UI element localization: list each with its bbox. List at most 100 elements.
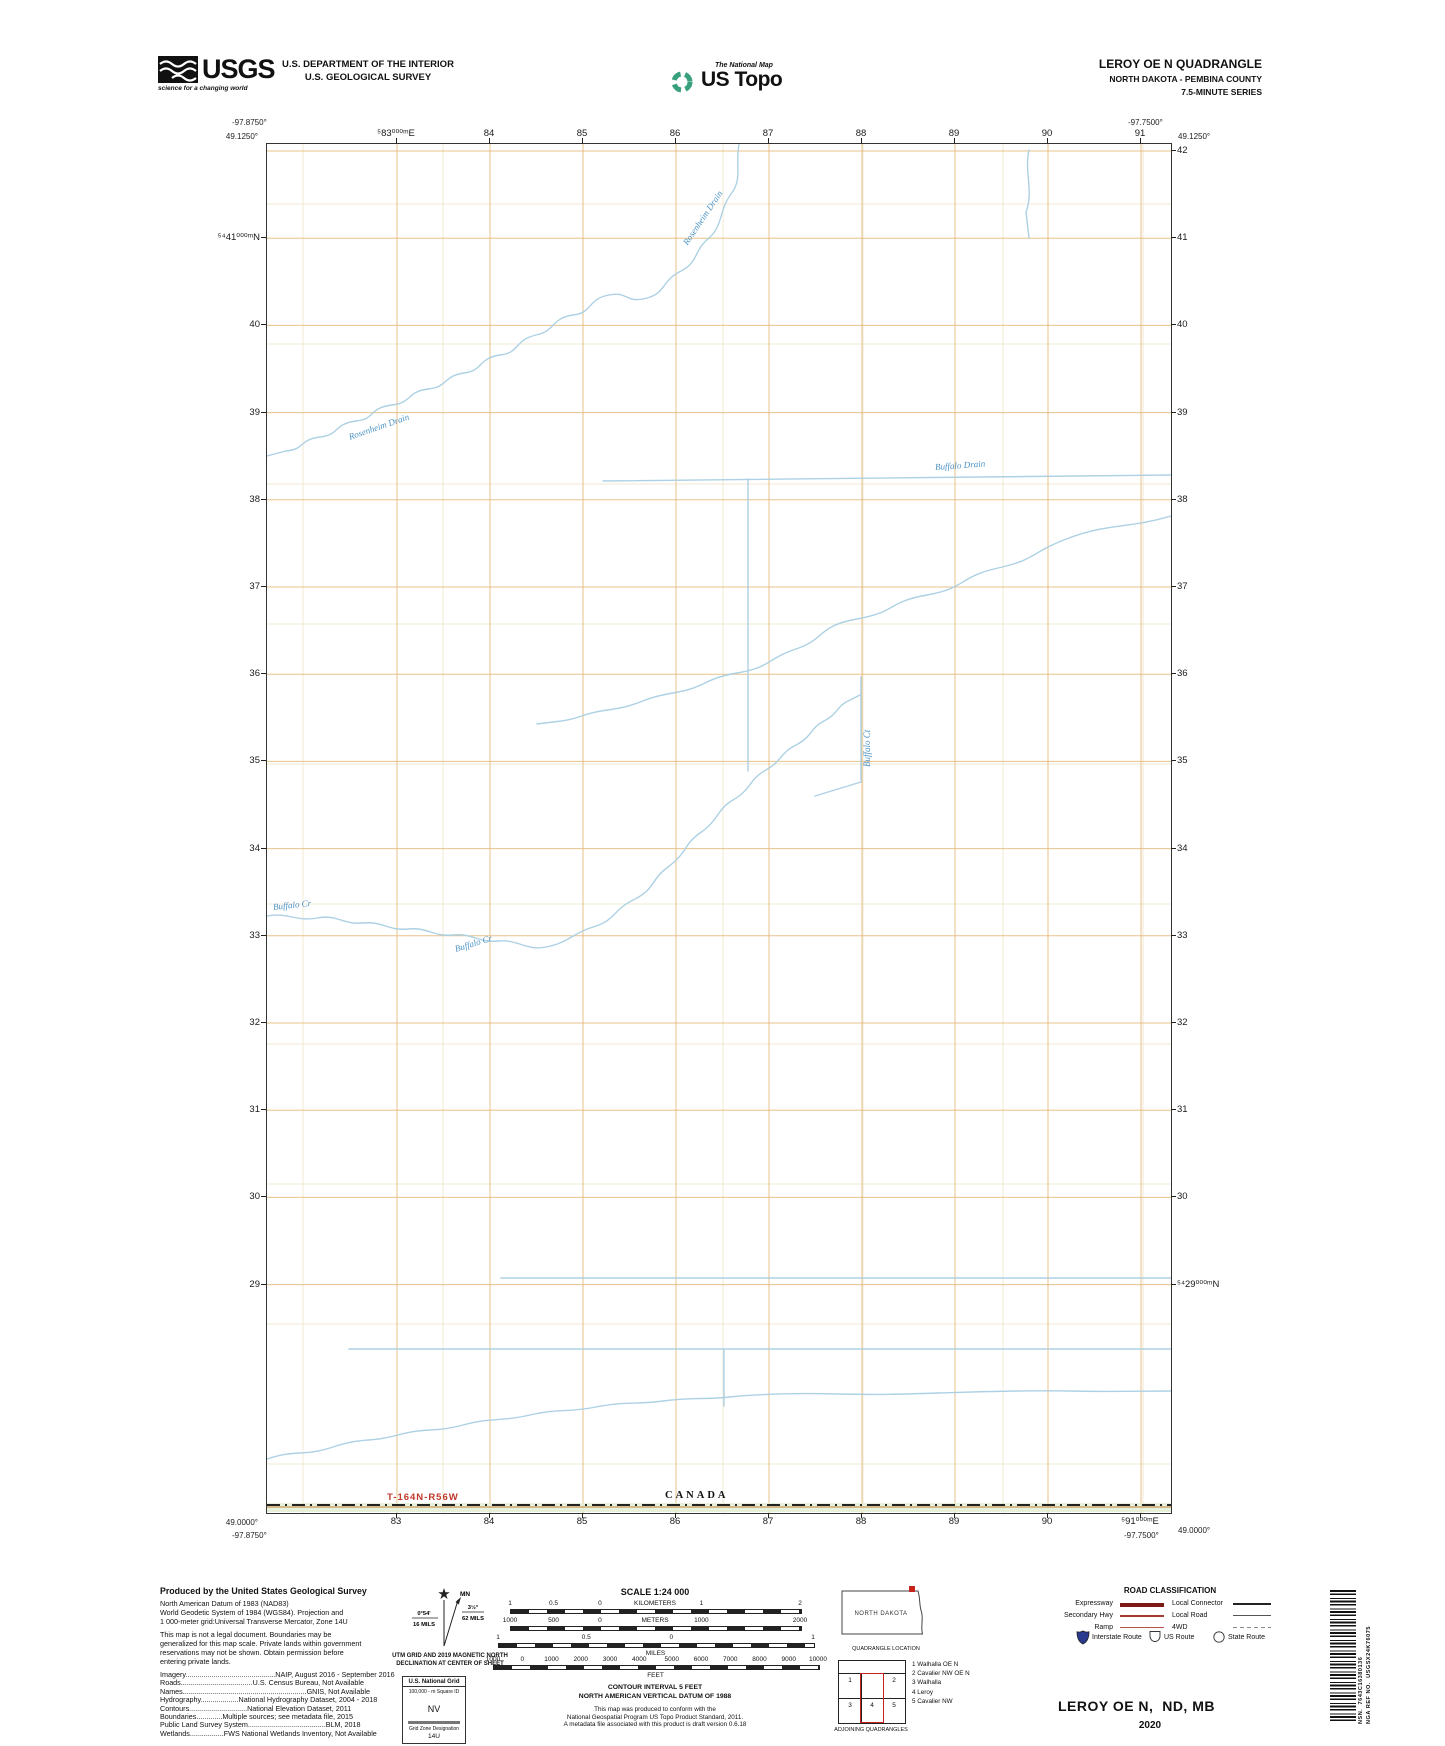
quad-location-marker [909,1586,915,1592]
credit-source-line: Boundaries.............Multiple sources;… [160,1712,353,1722]
credit-source-line: Wetlands.................FWS National We… [160,1728,377,1738]
gn-angle: 0°54' [417,1611,431,1617]
grid-label-left: 30 [249,1191,260,1203]
scale-unit: MILES [645,1650,666,1657]
township-range-label: T-164N-R56W [387,1492,459,1503]
grid-label-right: 30 [1177,1191,1188,1203]
adjoining-cell-number: 4 [870,1702,874,1709]
grid-tick-right [1171,498,1176,500]
scale-number: 0.5 [548,1600,559,1607]
stream-top-right-stream [1025,149,1030,239]
grid-tick-right [1171,1283,1176,1285]
map-area: T-164N-R56W CANADA Rosenheim Drain Rosenh… [266,143,1172,1514]
state-route-circle-icon [1213,1631,1225,1643]
usng-rule [408,1721,460,1724]
scale-number: 8000 [752,1656,767,1663]
usgs-tagline: science for a changing world [158,85,248,92]
road-sample-secondary [1120,1615,1164,1617]
scale-number: 1000 [694,1617,709,1624]
mn-angle: 3½° [468,1604,479,1611]
grid-label-left: 29 [249,1278,260,1290]
grid-tick-right [1171,411,1176,413]
grid-label-right: 41 [1177,232,1188,244]
scale-number: 1 [811,1634,815,1641]
stream-straight-channel-lower [348,1348,1171,1407]
stream-right-meander [536,515,1171,725]
us-route-shield-icon [1149,1631,1161,1642]
nga-ref-number: NGA REF NO. USGSX24K76075 [1366,1626,1372,1724]
grid-tick-bottom [1047,1513,1048,1518]
scale-number: 1 [508,1600,512,1607]
stream-buffalo-drain [602,474,1171,482]
grid-label-right: 39 [1177,406,1188,418]
grid-tick-left [261,237,266,239]
grid-tick-left [261,847,266,849]
stream-bottom-meander [267,1390,1171,1460]
grid-label-left: 37 [249,581,260,592]
grid-label-bottom: ⁵91⁰⁰⁰ᵐE [1121,1516,1159,1527]
scale-number: 500 [548,1617,559,1624]
grid-label-bottom: 89 [948,1516,960,1527]
credits-block: Produced by the United States Geological… [160,1586,410,1738]
scale-number: 2000 [573,1656,588,1663]
usng-box: U.S. National Grid 100,000 - m Square ID… [402,1676,466,1744]
credit-source-line: Imagery.................................… [160,1670,395,1679]
grid-label-bottom: 90 [1041,1516,1053,1527]
grid-tick-right [1171,1196,1176,1198]
scale-number: 2 [798,1600,802,1607]
shield-us [1148,1630,1163,1645]
grid-tick-bottom [582,1513,583,1518]
international-boundary-line [267,1504,1171,1506]
adjoining-list-item: 4 Leroy [912,1688,934,1696]
scale-number: 5000 [664,1656,679,1663]
grid-label-right: 37 [1177,581,1188,592]
road-label: 4WD [1172,1624,1188,1631]
grid-label-left: 36 [249,668,260,680]
grid-label-top: 87 [762,128,774,139]
credits-datum: North American Datum of 1983 (NAD83) Wor… [160,1599,348,1626]
credits-title: Produced by the United States Geological… [160,1586,367,1596]
corner-top-left-lat: 49.1250° [225,132,258,141]
grid-label-right: 32 [1177,1017,1188,1028]
scale-bar [510,1609,802,1614]
grid-label-right: 33 [1177,929,1188,941]
scale-number: 10000 [808,1656,828,1663]
grid-label-left: 38 [249,493,260,505]
road-label: Secondary Hwy [1063,1612,1113,1619]
interstate-shield-icon [1076,1630,1090,1645]
grid-tick-top [1140,138,1141,143]
corner-bottom-left-lat: 49.0000° [225,1518,258,1527]
grid-label-top: 88 [855,128,867,139]
credit-source-line: Names...................................… [160,1686,370,1696]
scale-number: 1 [496,1634,500,1641]
shield-label: State Route [1228,1634,1265,1641]
water-label: Buffalo Ct [862,729,872,767]
adjoining-caption: ADJOINING QUADRANGLES [834,1727,908,1733]
usng-title: U.S. National Grid [403,1677,465,1687]
grid-tick-left [261,1022,266,1023]
shield-label: US Route [1164,1634,1195,1641]
north-dakota-outline [841,1590,924,1635]
grid-label-left: 39 [249,406,260,418]
road-label: Local Road [1172,1612,1208,1619]
grid-label-top: 86 [669,128,681,139]
grid-tick-top [489,138,490,143]
corner-bottom-left-lon: -97.8750° [232,1531,267,1540]
mn-mils: 62 MILS [462,1616,484,1622]
scale-unit: FEET [647,1672,664,1679]
canada-label: CANADA [665,1490,729,1501]
grid-label-top: 90 [1041,128,1053,139]
stream-rosenheim-drain-upper [267,144,740,457]
grid-tick-right [1171,237,1176,239]
scale-number: KILOMETERS [634,1600,676,1607]
road-sample-fourwd [1233,1627,1271,1628]
grid-label-bottom: 86 [669,1516,681,1527]
credits-disclaimer: This map is not a legal document. Bounda… [160,1630,362,1666]
contour-note: CONTOUR INTERVAL 5 FEET NORTH AMERICAN V… [578,1684,732,1700]
grid-label-right: 35 [1177,755,1188,767]
grid-label-right: 34 [1177,842,1188,854]
grid-label-top: 85 [576,128,588,139]
grid-label-right: 36 [1177,668,1188,680]
stream-buffalo-creek [267,694,861,949]
